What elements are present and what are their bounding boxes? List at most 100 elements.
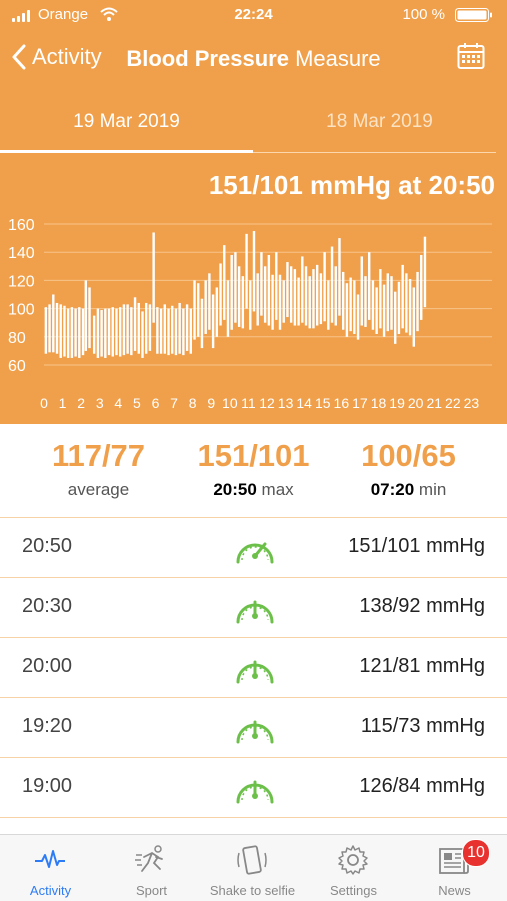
tab-indicator bbox=[0, 150, 253, 153]
chart-bar bbox=[334, 266, 337, 326]
back-button[interactable]: Activity bbox=[12, 42, 102, 72]
chart-bar bbox=[408, 278, 412, 336]
notification-badge: 10 bbox=[462, 839, 490, 867]
chart-bar bbox=[223, 245, 226, 320]
chart-bar bbox=[315, 264, 319, 326]
y-tick-label: 140 bbox=[8, 245, 35, 262]
chart-bar bbox=[118, 307, 122, 357]
tab-sport[interactable]: Sport bbox=[101, 835, 202, 901]
page-title-bold: Blood Pressure bbox=[126, 46, 289, 71]
list-item[interactable]: 20:00 121/81 mmHg bbox=[0, 637, 507, 697]
gauge-icon bbox=[234, 712, 276, 746]
chart-bar bbox=[412, 287, 416, 347]
chart-bar bbox=[405, 273, 408, 333]
chart-bar bbox=[397, 281, 401, 334]
tab-date-19-mar[interactable]: 19 Mar 2019 bbox=[73, 111, 180, 132]
x-tick-label: 2 bbox=[77, 395, 85, 411]
chart-bar bbox=[78, 307, 81, 358]
chart-current-reading: 151/101 mmHg at 20:50 bbox=[208, 170, 495, 200]
chart-bar bbox=[84, 280, 88, 351]
x-tick-label: 11 bbox=[241, 395, 256, 411]
chart-bar bbox=[219, 263, 222, 326]
chart-bar bbox=[200, 298, 204, 349]
chart-bar bbox=[226, 280, 230, 337]
chart-bar bbox=[107, 308, 111, 356]
nav-bar: Activity Blood Pressure Measure bbox=[0, 30, 507, 86]
tab-date-18-mar[interactable]: 18 Mar 2019 bbox=[326, 111, 433, 132]
activity-icon bbox=[35, 850, 65, 868]
reading-time: 20:30 bbox=[22, 595, 73, 617]
chart-bar bbox=[312, 269, 315, 329]
chart-bar bbox=[104, 308, 107, 358]
chart-bar bbox=[338, 238, 341, 316]
chart-bar bbox=[289, 266, 293, 323]
chart-bar bbox=[171, 305, 174, 354]
tab-news[interactable]: News 10 bbox=[404, 835, 505, 901]
y-tick-label: 100 bbox=[8, 302, 35, 319]
readings-list: 20:50 151/101 mmHg 20:30 138/92 mmHg 20:… bbox=[0, 517, 507, 877]
list-item[interactable]: 20:50 151/101 mmHg bbox=[0, 517, 507, 577]
x-tick-label: 21 bbox=[426, 395, 442, 411]
stat-max-label: max bbox=[261, 480, 294, 499]
chart-bar bbox=[48, 304, 51, 353]
chart-bar bbox=[167, 308, 170, 356]
x-tick-label: 20 bbox=[408, 395, 424, 411]
chart-bar bbox=[92, 315, 96, 354]
chart-bar bbox=[416, 271, 419, 332]
chart-bar bbox=[282, 280, 285, 323]
shake-phone-icon bbox=[237, 845, 267, 875]
chart-bar bbox=[271, 274, 274, 330]
stats-summary: 117/77 average 151/101 20:50 max 100/65 … bbox=[0, 424, 507, 517]
reading-time: 20:00 bbox=[22, 655, 73, 677]
chart-bar bbox=[115, 308, 118, 356]
list-item[interactable]: 20:30 138/92 mmHg bbox=[0, 577, 507, 637]
chart-bar bbox=[345, 283, 349, 337]
reading-value: 151/101 mmHg bbox=[348, 535, 485, 557]
x-tick-label: 6 bbox=[152, 395, 160, 411]
calendar-icon[interactable] bbox=[457, 42, 485, 70]
chart-bar bbox=[52, 294, 55, 353]
running-icon bbox=[135, 845, 163, 872]
x-tick-label: 19 bbox=[389, 395, 405, 411]
chart-bar bbox=[286, 262, 289, 318]
chart-bar bbox=[230, 255, 233, 330]
stat-average: 117/77 average bbox=[14, 438, 183, 500]
list-item[interactable]: 19:00 126/84 mmHg bbox=[0, 757, 507, 817]
x-tick-label: 12 bbox=[259, 395, 275, 411]
tab-shake-to-selfie[interactable]: Shake to selfie bbox=[202, 835, 303, 901]
chart-bar bbox=[66, 308, 70, 358]
stat-min-label: min bbox=[418, 480, 447, 499]
wifi-icon bbox=[100, 7, 118, 21]
chart-bar bbox=[96, 308, 100, 358]
x-tick-label: 9 bbox=[207, 395, 215, 411]
status-time: 22:24 bbox=[234, 6, 273, 23]
stat-average-label: average bbox=[67, 480, 130, 499]
status-bar: Orange 22:24 100 % bbox=[0, 0, 507, 30]
back-label: Activity bbox=[32, 44, 102, 69]
carrier-label: Orange bbox=[38, 6, 89, 23]
chart-bar bbox=[122, 304, 126, 356]
list-item[interactable] bbox=[0, 817, 507, 877]
chart-bar bbox=[319, 273, 323, 325]
tab-settings[interactable]: Settings bbox=[303, 835, 404, 901]
page-title: Blood Pressure Measure bbox=[0, 46, 507, 72]
tab-activity[interactable]: Activity bbox=[0, 835, 101, 901]
chart-bar bbox=[208, 273, 211, 330]
chart-bar bbox=[386, 273, 389, 332]
chart-bar bbox=[133, 297, 137, 351]
chart-bar bbox=[252, 231, 256, 312]
x-tick-label: 10 bbox=[222, 395, 238, 411]
chevron-left-icon bbox=[12, 44, 26, 70]
list-item[interactable]: 19:20 115/73 mmHg bbox=[0, 697, 507, 757]
chart-bar bbox=[55, 302, 59, 354]
reading-time: 19:20 bbox=[22, 715, 73, 737]
reading-time: 20:50 bbox=[22, 535, 73, 557]
gauge-icon bbox=[234, 652, 276, 686]
chart-bar bbox=[401, 264, 404, 329]
blood-pressure-chart[interactable]: 160 140 120 100 80 60 0 1 2 3 4 5 6 7 8 9 10 11 12 13 14 15 16… bbox=[0, 154, 507, 424]
x-tick-label: 23 bbox=[464, 395, 480, 411]
reading-value: 126/84 mmHg bbox=[359, 775, 485, 797]
tab-sport-label: Sport bbox=[135, 883, 168, 898]
chart-bar bbox=[111, 307, 114, 357]
